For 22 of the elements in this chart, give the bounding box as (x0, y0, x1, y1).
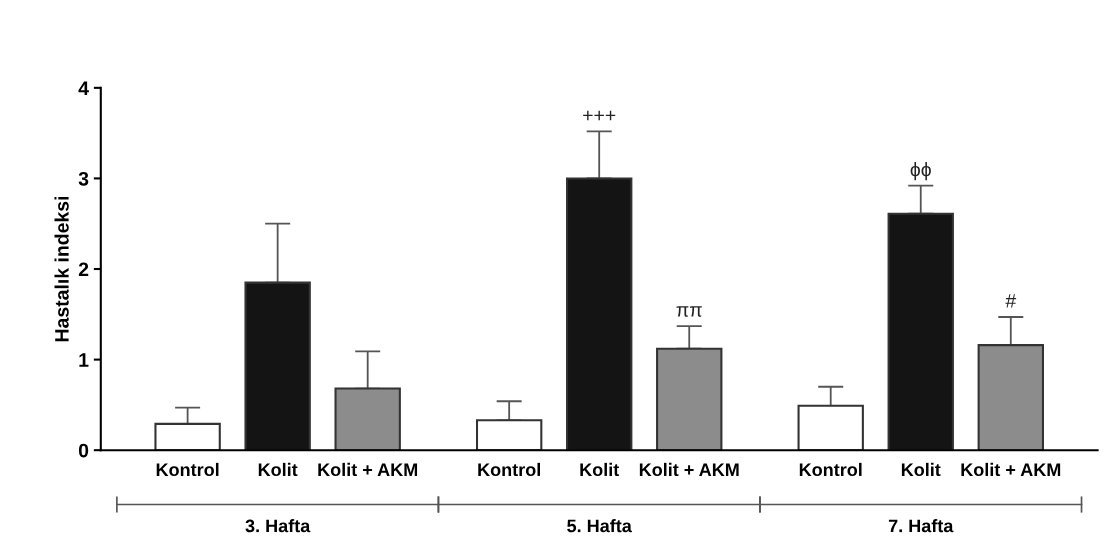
text: Kolit + AKM (639, 462, 739, 477)
text: Kolit (580, 462, 620, 477)
text: Kontrol (799, 462, 862, 477)
y-axis-title: Hastalık indeksi (54, 196, 69, 342)
data-label: ϕϕ (910, 162, 931, 181)
x-tick-label: 3. Hafta (245, 519, 311, 533)
series-label: Kolit + AKM (318, 462, 418, 477)
y-tick-label: 0 (78, 443, 89, 458)
series-label: Kolit (258, 462, 298, 477)
x-tick-label: 5. Hafta (567, 519, 632, 533)
x-tick-label: 7. Hafta (888, 519, 954, 533)
y-tick-label: 3 (78, 171, 89, 186)
text: Kolit (901, 462, 941, 477)
data-label: +++ (583, 110, 616, 121)
y-tick-label: 2 (78, 262, 89, 277)
series-label: Kontrol (156, 462, 219, 477)
y-tick-label: 1 (79, 353, 89, 367)
text: Kolit + AKM (961, 462, 1061, 477)
y-tick-label: 4 (78, 81, 89, 95)
data-label: ππ (676, 306, 702, 317)
data-label: # (1005, 294, 1017, 308)
text: Kontrol (478, 462, 540, 477)
